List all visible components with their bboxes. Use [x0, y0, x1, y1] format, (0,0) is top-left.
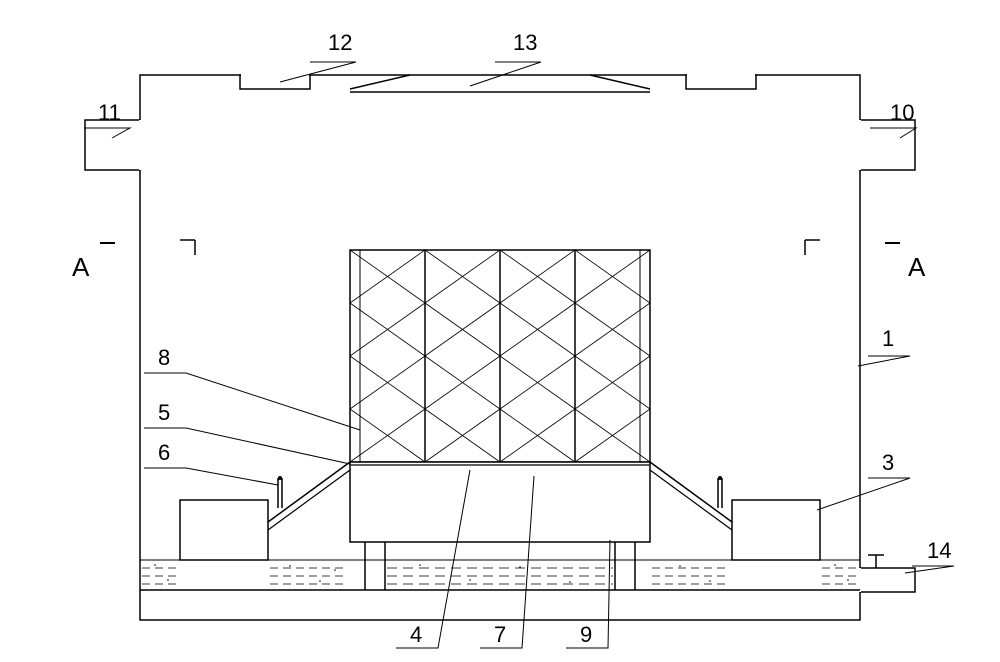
callout-8: 8 [158, 345, 170, 371]
callout-10: 10 [890, 100, 914, 126]
ramp-left [268, 462, 350, 522]
callout-14: 14 [927, 538, 951, 564]
callout-7: 7 [494, 622, 506, 648]
ramp-right [650, 462, 732, 522]
top-notch-right [686, 75, 756, 89]
callout-13: 13 [513, 30, 537, 56]
inner-base [350, 462, 650, 542]
lattice-block [350, 250, 650, 462]
top-trapezoid [350, 75, 650, 89]
diagram-canvas: 12 13 11 10 8 5 6 1 3 14 4 7 9 A A [0, 0, 1000, 662]
section-a-left: A [72, 252, 89, 283]
callout-1: 1 [882, 326, 894, 352]
side-box-left [180, 500, 268, 560]
callout-11: 11 [98, 100, 121, 126]
callout-4: 4 [410, 622, 422, 648]
section-a-right: A [908, 252, 925, 283]
callout-3: 3 [882, 450, 894, 476]
side-box-right [732, 500, 820, 560]
callout-9: 9 [580, 622, 592, 648]
drain-port [860, 568, 915, 592]
callout-6: 6 [158, 440, 170, 466]
water-area [140, 560, 860, 584]
short-mark-left [180, 240, 195, 255]
short-mark-right [805, 240, 820, 255]
callout-5: 5 [158, 400, 170, 426]
callout-12: 12 [328, 30, 352, 56]
diagram-svg [0, 0, 1000, 662]
